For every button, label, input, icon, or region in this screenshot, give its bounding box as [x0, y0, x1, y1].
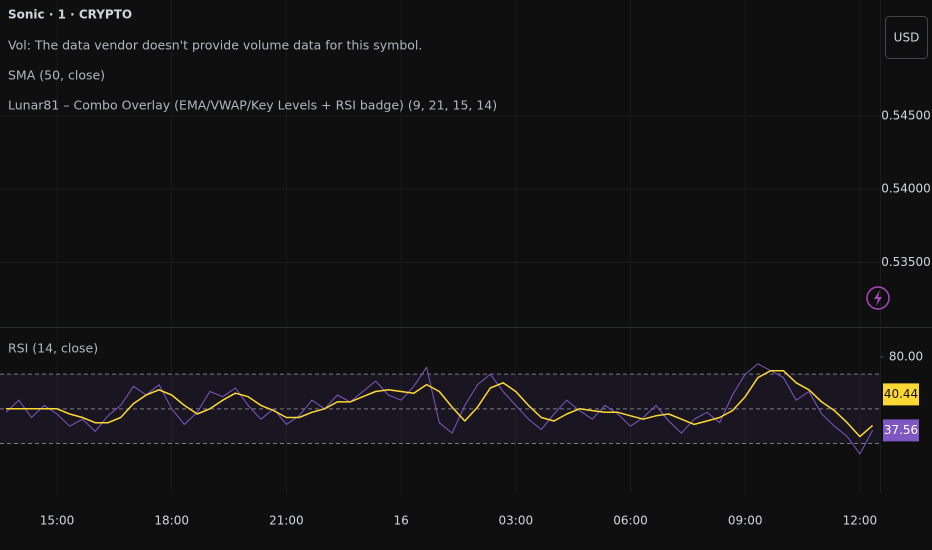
x-tick-label: 06:00 [613, 514, 648, 528]
legend-sma: SMA (50, close) [8, 68, 105, 83]
value-badge-label: 40.44 [884, 387, 918, 401]
x-tick-label: 21:00 [269, 514, 304, 528]
x-tick-label: 18:00 [154, 514, 189, 528]
currency-button[interactable]: USD [885, 16, 928, 59]
currency-label[interactable]: USD [894, 31, 920, 45]
value-badge [883, 383, 919, 406]
value-badge-label: 37.56 [884, 423, 918, 437]
x-tick-label: 15:00 [40, 514, 75, 528]
legend-indicator: Lunar81 – Combo Overlay (EMA/VWAP/Key Le… [8, 98, 497, 113]
series-line [6, 369, 874, 438]
x-tick-label: 09:00 [728, 514, 763, 528]
x-tick-label: 03:00 [499, 514, 534, 528]
x-tick-label: 16 [393, 514, 408, 528]
rsi-band [0, 374, 880, 444]
currency-box[interactable] [885, 16, 928, 59]
icon-bolt[interactable] [874, 290, 882, 306]
y-tick-label: 0.54000 [881, 182, 931, 196]
lightning-icon[interactable] [866, 286, 890, 310]
y-tick-label: 0.53500 [881, 255, 931, 269]
value-badge [883, 419, 919, 442]
series-line [5, 363, 874, 455]
y-tick-label: 0.54500 [881, 108, 931, 122]
icon-circle[interactable] [866, 286, 890, 310]
legend-vol: Vol: The data vendor doesn't provide vol… [8, 38, 422, 53]
rsi-title: RSI (14, close) [8, 341, 98, 356]
x-tick-label: 12:00 [843, 514, 878, 528]
y-tick-label: 80.00 [889, 349, 923, 363]
symbol-title: Sonic · 1 · CRYPTO [8, 8, 132, 22]
